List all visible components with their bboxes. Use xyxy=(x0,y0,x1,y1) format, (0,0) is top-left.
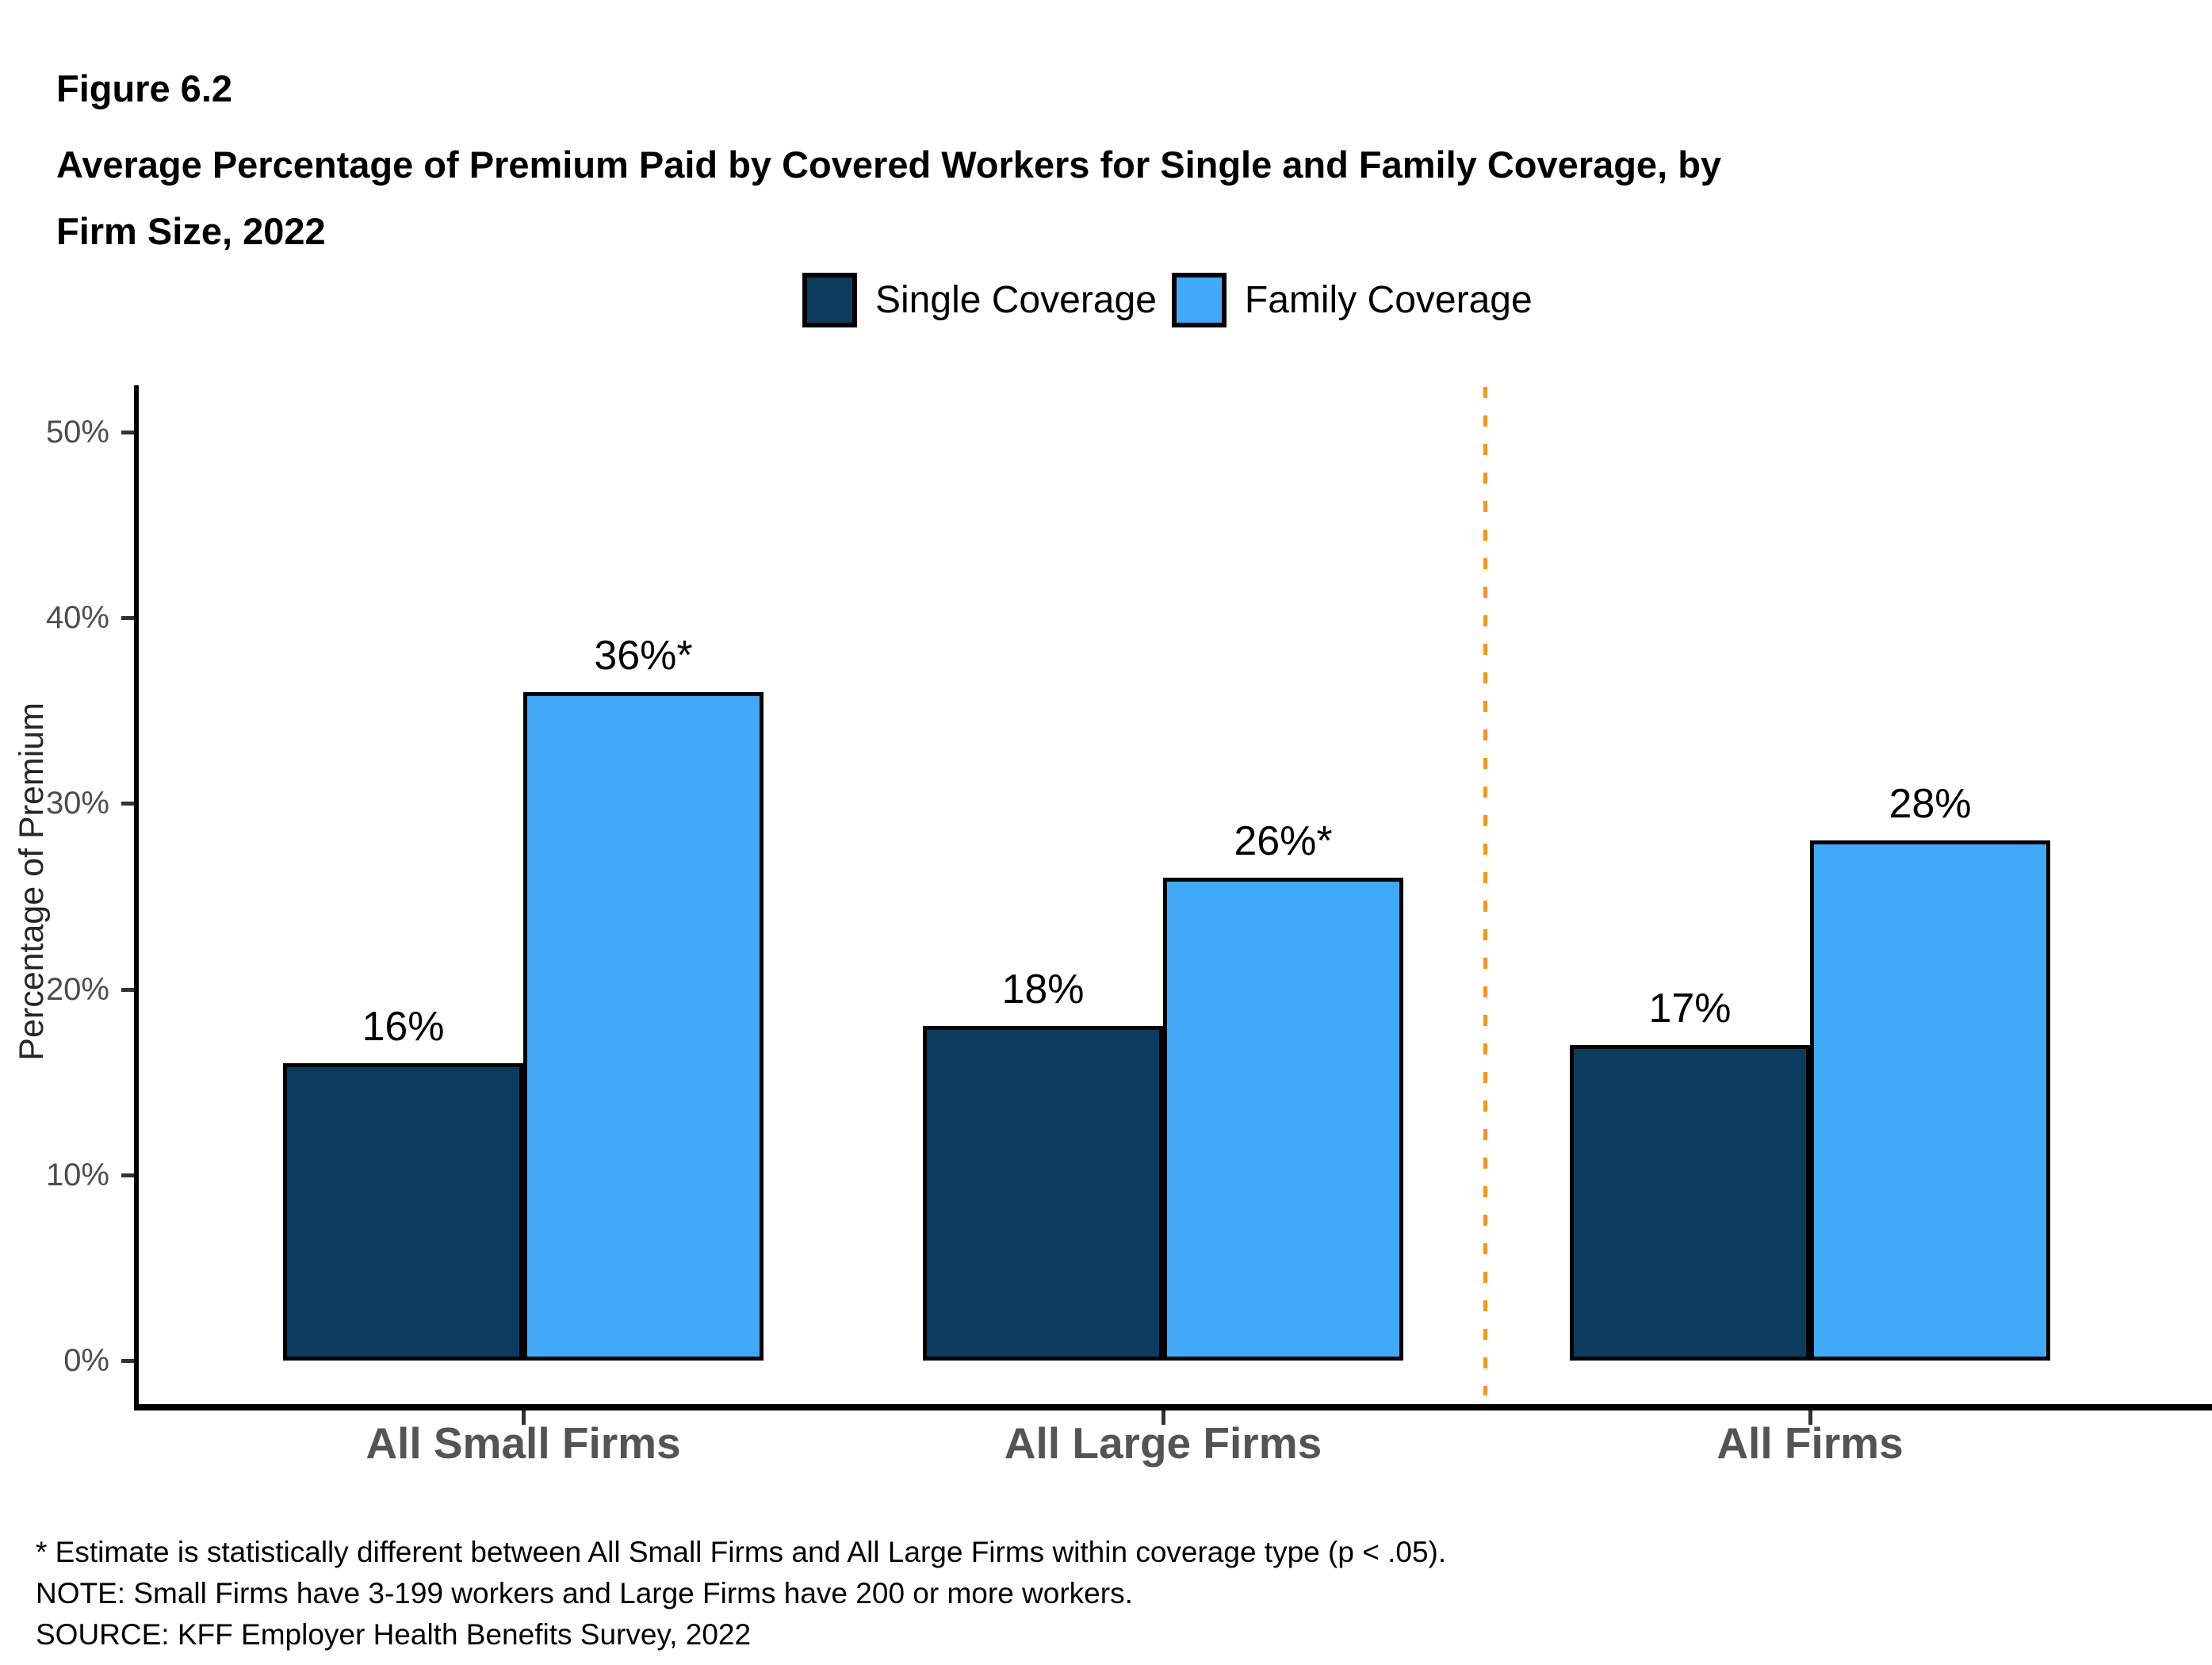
x-axis-tick-mark xyxy=(522,1410,526,1425)
y-axis-tick-label: 0% xyxy=(63,1343,109,1378)
chart-title-line-2: Firm Size, 2022 xyxy=(56,210,326,252)
category-label-all-large-firms: All Large Firms xyxy=(1004,1418,1322,1468)
bar-single-coverage-all-firms xyxy=(1570,1044,1810,1361)
y-axis-tick-mark xyxy=(121,431,134,434)
bar-value-label: 28% xyxy=(1889,781,1972,828)
figure-number: Figure 6.2 xyxy=(56,67,233,109)
y-axis-tick-label: 30% xyxy=(45,786,109,821)
y-axis-tick-label: 40% xyxy=(45,600,109,636)
dashed-separator-line xyxy=(1483,387,1487,1395)
bar-single-coverage-all-large-firms xyxy=(923,1026,1163,1361)
family-coverage-swatch xyxy=(1171,273,1227,327)
y-axis-line xyxy=(134,385,139,1410)
x-axis-tick-mark xyxy=(1161,1410,1165,1425)
bar-value-label: 26%* xyxy=(1234,818,1333,865)
chart-title: Average Percentage of Premium Paid by Co… xyxy=(56,132,1721,265)
bar-value-label: 17% xyxy=(1648,985,1732,1032)
bar-family-coverage-all-small-firms xyxy=(523,691,763,1361)
category-label-all-small-firms: All Small Firms xyxy=(365,1418,681,1468)
bar-family-coverage-all-large-firms xyxy=(1163,878,1403,1361)
legend-item-family-coverage: Family Coverage xyxy=(1171,273,1533,327)
legend-label-single-coverage: Single Coverage xyxy=(875,279,1157,321)
bar-value-label: 18% xyxy=(1001,966,1085,1013)
legend-label-family-coverage: Family Coverage xyxy=(1244,279,1533,321)
bar-value-label: 16% xyxy=(362,1004,445,1051)
footnote-note: NOTE: Small Firms have 3-199 workers and… xyxy=(36,1577,1133,1610)
bar-single-coverage-all-small-firms xyxy=(283,1063,523,1361)
legend-item-single-coverage: Single Coverage xyxy=(802,273,1157,327)
plot-area: 0% 10% 20% 30% 40% 50% 16% 36%* All Small Firms 1… xyxy=(46,385,2212,1468)
y-axis-tick-label: 20% xyxy=(45,971,109,1007)
footnote-source: SOURCE: KFF Employer Health Benefits Sur… xyxy=(36,1618,752,1651)
chart-title-line-1: Average Percentage of Premium Paid by Co… xyxy=(56,144,1722,186)
y-axis-tick-mark xyxy=(121,1173,134,1177)
x-axis-line xyxy=(134,1404,2212,1410)
bar-value-label: 36%* xyxy=(594,632,693,679)
footnote-significance: * Estimate is statistically different be… xyxy=(36,1536,1447,1568)
y-axis-tick-mark xyxy=(121,616,134,621)
x-axis-tick-mark xyxy=(1808,1410,1812,1425)
category-label-all-firms: All Firms xyxy=(1716,1418,1904,1468)
single-coverage-swatch xyxy=(802,273,857,327)
footnotes: * Estimate is statistically different be… xyxy=(36,1532,1446,1655)
y-axis-tick-mark xyxy=(121,1359,134,1363)
bar-family-coverage-all-firms xyxy=(1810,840,2050,1361)
y-axis-tick-label: 50% xyxy=(45,415,109,450)
y-axis-tick-mark xyxy=(121,987,134,992)
legend: Single Coverage Family Coverage xyxy=(802,273,1533,327)
y-axis-tick-mark xyxy=(121,802,134,806)
y-axis-tick-label: 10% xyxy=(45,1157,109,1192)
